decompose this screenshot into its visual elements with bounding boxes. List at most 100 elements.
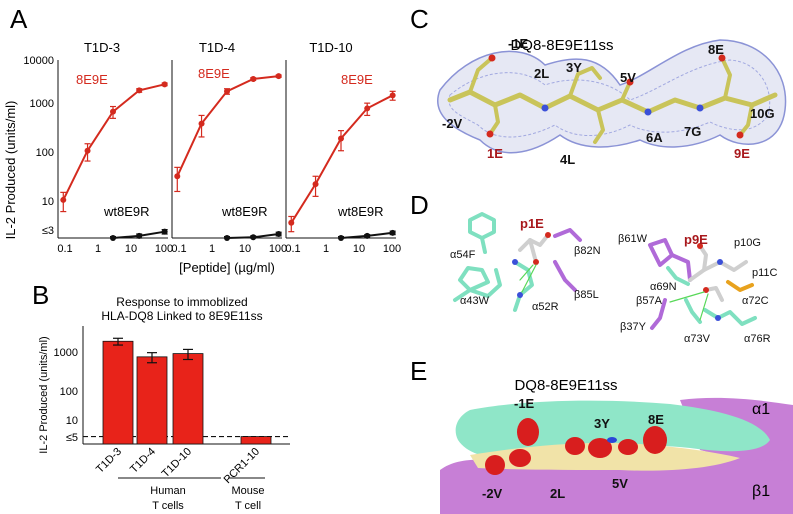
- subplot-3-point-0-2: [338, 135, 344, 142]
- subplot-3-point-0-3: [364, 105, 371, 112]
- pocket-9-a69n: α69N: [650, 281, 677, 293]
- c-res--2V: -2V: [442, 116, 463, 131]
- subplot-2-title: T1D-4: [199, 40, 235, 55]
- panel-c-title: DQ8-8E9E11ss: [510, 37, 613, 54]
- chain-beta1-label: β1: [752, 483, 770, 500]
- panel-a-label: A: [10, 4, 28, 34]
- subplot-2-point-0-1: [198, 120, 205, 127]
- e-res--2V: -2V: [482, 486, 503, 501]
- panel-a-ylabel: IL-2 Produced (units/ml): [3, 101, 18, 240]
- panel-c-label: C: [410, 4, 429, 34]
- pocket-9-a72c: α72C: [742, 295, 769, 307]
- pocket-1-a54f: α54F: [450, 249, 476, 261]
- ytick-10000: 10000: [23, 55, 54, 67]
- sp1-xtick-1: 1: [95, 243, 101, 255]
- subplot-2-label-wt: wt8E9R: [221, 204, 268, 219]
- subplot-3-title: T1D-10: [309, 40, 352, 55]
- c-res-6A: 6A: [646, 130, 663, 145]
- pocket-1-a52r: α52R: [532, 301, 559, 313]
- subplot-2-point-0-4: [275, 73, 282, 80]
- pocket-9-title: p9E: [684, 232, 708, 247]
- peptide-surface-patches: [485, 418, 667, 475]
- e-res-5V: 5V: [612, 476, 628, 491]
- b-category-t1d-4: T1D-4: [128, 446, 158, 476]
- ytick-10: 10: [42, 196, 54, 208]
- errorbar-t1d-10: [183, 348, 193, 361]
- subplot-3-point-0-4: [389, 92, 396, 99]
- pocket-1-a43w: α43W: [460, 295, 490, 307]
- subplot-2-point-0-0: [174, 173, 181, 180]
- b-ytick-le5: ≤5: [66, 432, 78, 444]
- subplot-2-point-0-3: [250, 76, 257, 83]
- subplot-3-label-8e9e: 8E9E: [341, 72, 373, 87]
- mouse-group-label-2: T cell: [235, 500, 261, 512]
- c-res-3Y: 3Y: [566, 60, 582, 75]
- b-category-t1d-3: T1D-3: [94, 446, 124, 476]
- sp2-xtick-100: 100: [269, 243, 287, 255]
- pocket-1-title: p1E: [520, 216, 544, 231]
- subplot-1-point-1-1: [136, 232, 143, 239]
- pocket-9-p11c: p11C: [752, 267, 778, 279]
- e-res--1E: -1E: [514, 396, 535, 411]
- subplot-3-point-1-2: [389, 229, 396, 236]
- chain-alpha1-label: α1: [752, 401, 770, 418]
- ytick-le3: ≤3: [42, 225, 54, 237]
- peptide-backbone: [447, 54, 778, 144]
- peptide-density-mesh: [437, 39, 787, 154]
- subplot-1-point-0-2: [110, 108, 116, 115]
- pocket-9-p10g: p10G: [734, 237, 761, 249]
- sp1-xtick-0.1: 0.1: [57, 243, 72, 255]
- human-group-label-2: T cells: [152, 500, 184, 512]
- subplot-2-label-8e9e: 8E9E: [198, 66, 230, 81]
- c-res-10G: 10G: [750, 106, 775, 121]
- e-res-8E: 8E: [648, 412, 664, 427]
- sp3-xtick-100: 100: [383, 243, 401, 255]
- pocket-9-labels: p9E β61W p10G p11C α69N β57A α72C β37Y α…: [618, 232, 778, 345]
- subplot-1-label-8e9e: 8E9E: [76, 72, 108, 87]
- sp2-xtick-10: 10: [239, 243, 251, 255]
- bar-t1d-4: [136, 356, 168, 445]
- subplot-2-point-1-2: [275, 230, 282, 237]
- panel-b-title-line-2: HLA-DQ8 Linked to 8E9E11ss: [101, 309, 262, 323]
- c-res-9E: 9E: [734, 146, 750, 161]
- pocket-9-sticks: [648, 238, 757, 330]
- c-res-5V: 5V: [620, 70, 636, 85]
- subplot-3-point-0-1: [312, 181, 319, 188]
- mhc-surface: [440, 397, 793, 514]
- subplot-1-point-0-0: [60, 196, 67, 203]
- pocket-9-b61w: β61W: [618, 233, 648, 245]
- ytick-100: 100: [36, 147, 54, 159]
- b-ytick-1000: 1000: [54, 347, 78, 359]
- subplot-1-point-1-0: [110, 235, 116, 241]
- errorbar-t1d-4: [147, 352, 157, 364]
- bar-pcr1-10: [240, 436, 272, 445]
- panel-e-labels: α1 β1 -1E 3Y 8E -2V 2L 5V: [482, 396, 770, 501]
- sp3-xtick-0.1: 0.1: [285, 243, 300, 255]
- subplot-1-point-0-4: [161, 81, 168, 88]
- pocket-1-b82n: β82N: [574, 245, 601, 257]
- sp3-xtick-1: 1: [323, 243, 329, 255]
- subplot-3-label-wt: wt8E9R: [337, 204, 384, 219]
- panel-a-xlabel: [Peptide] (µg/ml): [179, 260, 275, 275]
- panel-b-title-line-1: Response to immoblized: [116, 295, 247, 309]
- pocket-1-b85l: β85L: [574, 289, 599, 301]
- panel-d-label: D: [410, 190, 429, 220]
- sp1-xtick-10: 10: [125, 243, 137, 255]
- pocket-1-labels: p1E α54F β82N β85L α43W α52R: [450, 216, 601, 313]
- panel-e-label: E: [410, 356, 427, 386]
- subplot-3-point-0-0: [288, 219, 295, 226]
- sp2-xtick-1: 1: [209, 243, 215, 255]
- bar-t1d-10: [172, 353, 204, 445]
- panel-a-marks: [60, 73, 396, 241]
- subplot-1-point-0-3: [136, 87, 143, 94]
- c-res-8E: 8E: [708, 42, 724, 57]
- panel-c-residue-labels: -1E 2L 3Y 5V 8E -2V 1E 4L 6A 7G 9E 10G: [442, 36, 775, 167]
- mouse-group-label-1: Mouse: [231, 485, 264, 497]
- pocket-9-a73v: α73V: [684, 333, 711, 345]
- sp2-xtick-0.1: 0.1: [171, 243, 186, 255]
- e-res-3Y: 3Y: [594, 416, 610, 431]
- panel-b-ylabel: IL-2 Produced (units/ml): [38, 336, 50, 453]
- subplot-1-label-wt: wt8E9R: [103, 204, 150, 219]
- c-res-7G: 7G: [684, 124, 701, 139]
